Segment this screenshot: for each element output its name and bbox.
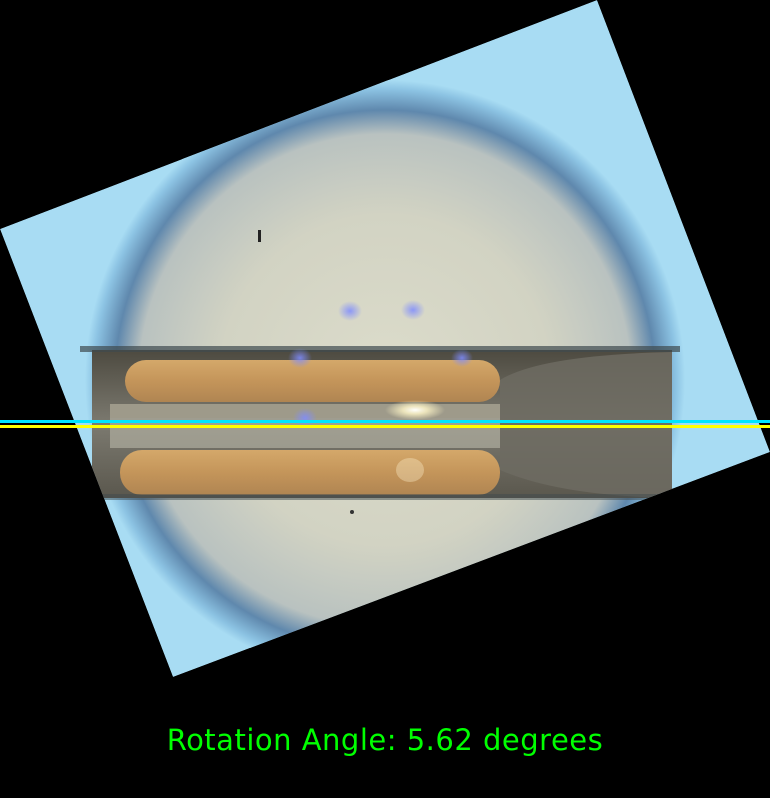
rotation-angle-label: Rotation Angle: 5.62 degrees — [166, 723, 604, 757]
